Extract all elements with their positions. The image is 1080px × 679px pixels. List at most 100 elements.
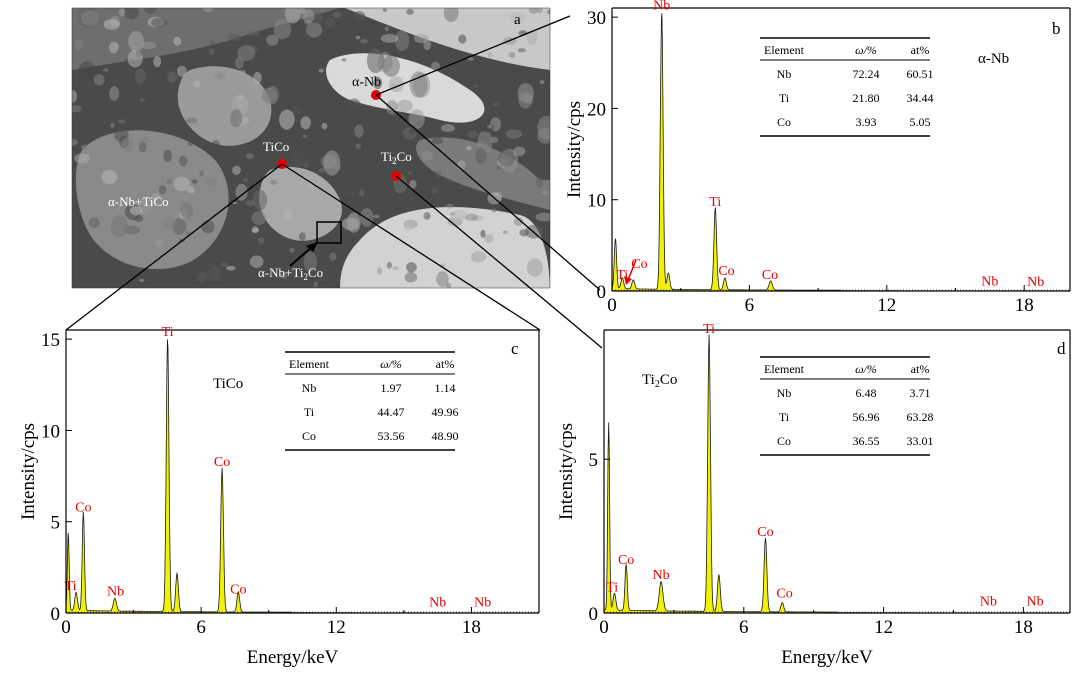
micrograph-grain — [188, 223, 196, 230]
peak-label-d: Ti — [606, 581, 618, 596]
micrograph-grain — [135, 68, 146, 83]
micrograph-grain — [303, 135, 307, 137]
micrograph-grain — [436, 171, 442, 177]
micrograph-grain — [69, 139, 78, 145]
micrograph-grain — [353, 11, 366, 20]
micrograph-grain — [304, 162, 310, 167]
table-cell: Nb — [777, 67, 792, 81]
micrograph-grain — [179, 156, 188, 167]
micrograph-grain — [333, 12, 342, 18]
peak-label-b: Nb — [981, 274, 998, 289]
y-axis-label-c: Intensity/cps — [18, 423, 39, 520]
table-cell: 33.01 — [907, 434, 934, 448]
micrograph-grain — [209, 48, 215, 55]
composition-table-b: Element ω/% at% Nb 72.24 60.51 Ti 21.80 34.44 Co 3… — [760, 38, 934, 136]
micrograph-grain — [506, 129, 522, 138]
micrograph-grain — [360, 208, 373, 227]
x-tick-label-b: 12 — [877, 295, 896, 316]
table-cell: 49.96 — [432, 405, 459, 419]
y-tick-label-b: 0 — [597, 282, 607, 303]
micrograph-grain — [416, 121, 423, 126]
micrograph-grain — [120, 138, 133, 153]
x-tick-label-c: 18 — [462, 617, 481, 638]
y-tick-label-c: 10 — [41, 421, 60, 442]
micrograph-grain — [128, 31, 144, 52]
table-header-cell: ω/% — [380, 357, 402, 371]
micrograph-grain — [140, 98, 146, 101]
table-cell: 60.51 — [907, 67, 934, 81]
x-tick-label-d: 18 — [1014, 617, 1033, 638]
micrograph-grain — [536, 177, 543, 188]
micrograph-grain — [180, 202, 193, 219]
micrograph-grain — [373, 215, 379, 218]
micrograph-grain — [153, 56, 161, 67]
micrograph-grain — [359, 189, 365, 196]
micrograph-grain — [385, 26, 389, 31]
micrograph-grain — [173, 37, 181, 46]
label-alpha-nb: α-Nb — [352, 75, 381, 90]
micrograph-grain — [209, 40, 215, 45]
micrograph-grain — [422, 151, 433, 161]
micrograph-grain — [480, 230, 485, 238]
micrograph-grain — [355, 36, 360, 40]
micrograph-grain — [381, 34, 399, 43]
micrograph-grain — [342, 58, 347, 61]
micrograph-grain — [248, 30, 259, 36]
micrograph-grain — [354, 125, 363, 138]
table-header-cell: Element — [289, 357, 330, 371]
micrograph-grain — [94, 74, 105, 85]
micrograph-grain — [243, 178, 248, 181]
micrograph-grain — [245, 200, 255, 206]
micrograph-grain — [205, 177, 217, 186]
peak-label-c: Nb — [474, 595, 491, 610]
panel-label-c: c — [511, 339, 519, 358]
peak-label-b: Co — [718, 264, 734, 279]
micrograph-grain — [136, 50, 142, 58]
x-tick-label-d: 6 — [739, 617, 749, 638]
micrograph-grain — [104, 19, 120, 30]
micrograph-grain — [181, 193, 187, 199]
micrograph-grain — [518, 92, 532, 109]
phase-label-d: Ti2Co — [642, 372, 677, 390]
peak-label-c: Ti — [65, 579, 77, 594]
label-tico: TiCo — [263, 139, 289, 154]
table-header-cell: ω/% — [855, 362, 877, 376]
table-cell: 63.28 — [907, 410, 934, 424]
y-tick-label-c: 5 — [51, 513, 61, 534]
micrograph-grain — [473, 85, 477, 88]
micrograph-grain — [300, 116, 311, 129]
y-tick-label-b: 20 — [587, 99, 606, 120]
micrograph-grain — [446, 204, 454, 209]
table-cell: 48.90 — [432, 429, 459, 443]
micrograph-grain — [509, 52, 516, 58]
table-cell: 1.97 — [381, 381, 402, 395]
micrograph-grain — [218, 178, 223, 182]
micrograph-grain — [347, 190, 358, 195]
micrograph-grain — [119, 119, 126, 123]
micrograph-grain — [232, 166, 241, 175]
peak-label-c: Nb — [429, 595, 446, 610]
micrograph-grain — [253, 190, 267, 211]
micrograph-grain — [201, 220, 214, 233]
micrograph-grain — [156, 239, 164, 247]
micrograph-grain — [323, 150, 340, 175]
label-ti2co: Ti2Co — [381, 149, 412, 166]
y-axis-label-b: Intensity/cps — [564, 101, 585, 198]
micrograph-grain — [458, 35, 466, 44]
micrograph-grain — [212, 140, 220, 149]
table-header-cell: Element — [764, 43, 805, 57]
x-axis-label-c: Energy/keV — [247, 647, 339, 668]
peak-label-b: Nb — [653, 0, 670, 14]
micrograph-grain — [144, 3, 157, 15]
peak-label-c: Co — [214, 455, 230, 470]
table-cell: Nb — [302, 381, 317, 395]
micrograph-grain — [387, 262, 392, 269]
micrograph-grain — [143, 28, 155, 40]
table-cell: Co — [777, 434, 791, 448]
peak-label-c: Co — [230, 583, 246, 598]
micrograph-grain — [217, 24, 222, 29]
micrograph-grain — [237, 45, 255, 61]
micrograph-grain — [89, 217, 100, 228]
y-tick-label-c: 0 — [51, 604, 61, 625]
micrograph-grain — [367, 48, 384, 73]
